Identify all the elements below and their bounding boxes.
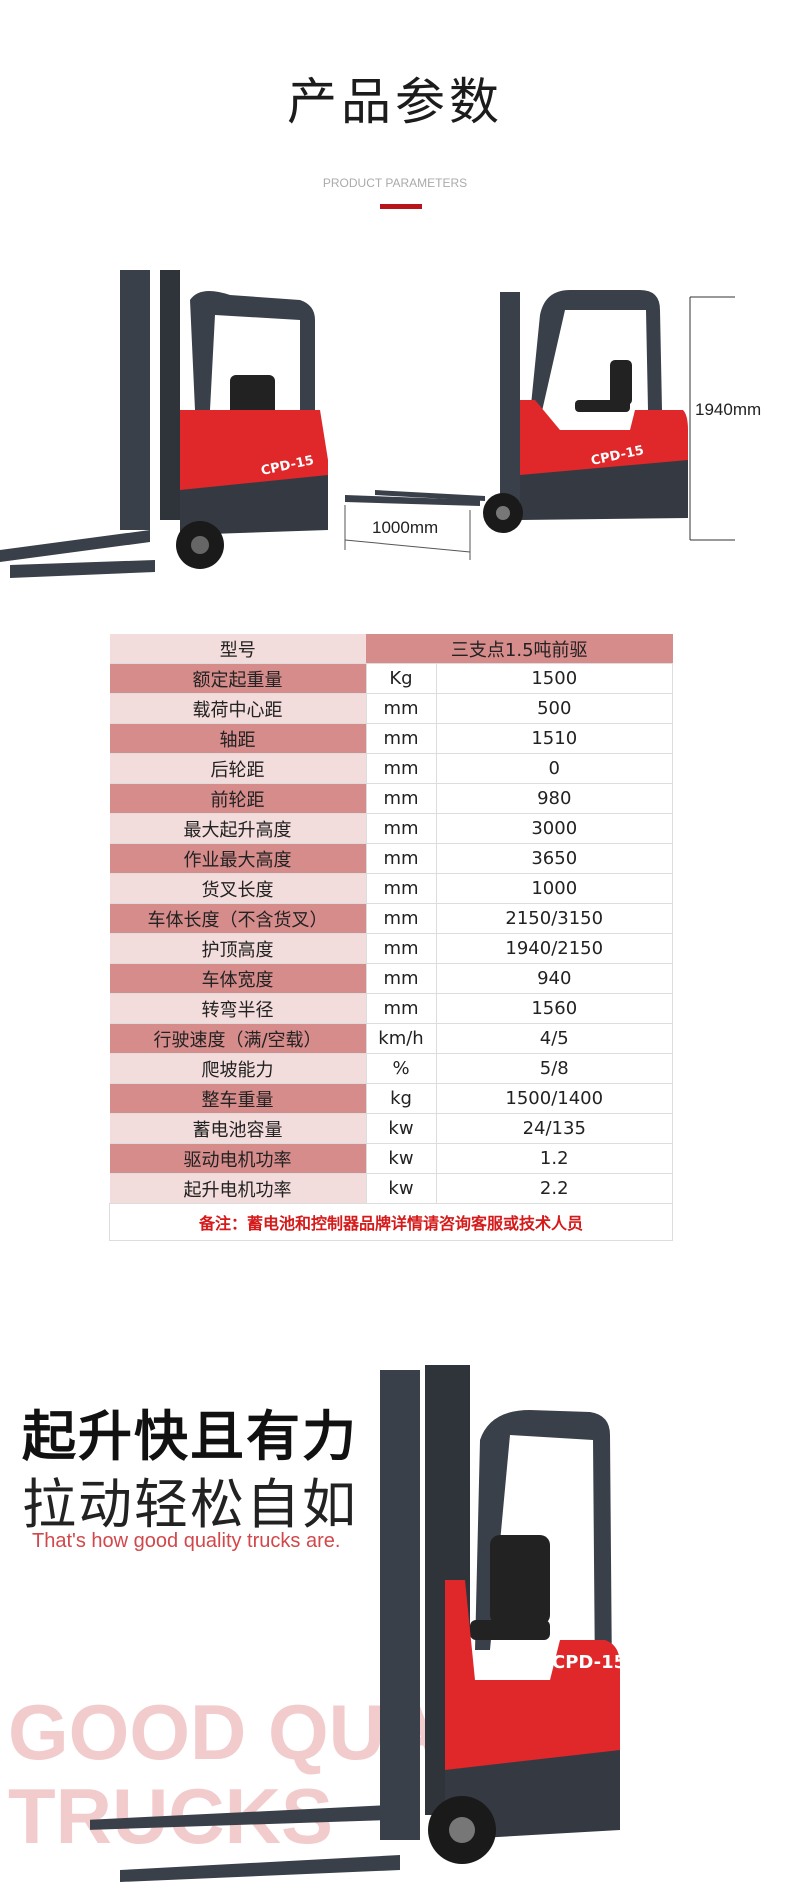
spec-unit: % — [365, 1053, 436, 1084]
page-subtitle: PRODUCT PARAMETERS — [322, 176, 468, 190]
spec-value: 3650 — [435, 843, 673, 874]
spec-unit: mm — [365, 843, 436, 874]
spec-value: 1500/1400 — [435, 1083, 673, 1114]
spec-label: 转弯半径 — [109, 993, 366, 1024]
spec-label: 整车重量 — [109, 1083, 366, 1114]
spec-value: 1.2 — [435, 1143, 673, 1174]
height-dimension: 1940mm — [695, 400, 762, 419]
forklift-side-view: CPD-15 — [344, 290, 735, 560]
spec-row: 车体宽度 mm 940 — [109, 963, 673, 994]
spec-unit: mm — [365, 693, 436, 724]
spec-unit: kg — [365, 1083, 436, 1114]
forklift-hero-image: CPD-15 — [90, 1365, 626, 1882]
spec-header-row: 型号 三支点1.5吨前驱 — [109, 634, 673, 664]
spec-table: 型号 三支点1.5吨前驱 额定起重量 Kg 1500 载荷中心距 mm 500 轴距 mm 15… — [109, 634, 673, 1241]
spec-value: 1940/2150 — [435, 933, 673, 964]
spec-label: 货叉长度 — [109, 873, 366, 904]
spec-unit: kw — [365, 1113, 436, 1144]
fork-length-dimension: 1000mm — [372, 518, 439, 537]
spec-label: 载荷中心距 — [109, 693, 366, 724]
spec-note-row: 备注：蓄电池和控制器品牌详情请咨询客服或技术人员 — [109, 1203, 673, 1241]
spec-label: 护顶高度 — [109, 933, 366, 964]
spec-row: 后轮距 mm 0 — [109, 753, 673, 784]
forklift-product-images: CPD-15 CPD-15 — [0, 270, 735, 578]
spec-header-label: 型号 — [109, 634, 366, 664]
spec-unit: kw — [365, 1173, 436, 1204]
promo-headline: 起升快且有力 — [22, 1405, 358, 1468]
spec-row: 最大起升高度 mm 3000 — [109, 813, 673, 844]
spec-label: 前轮距 — [109, 783, 366, 814]
spec-row: 转弯半径 mm 1560 — [109, 993, 673, 1024]
spec-label: 驱动电机功率 — [109, 1143, 366, 1174]
spec-value: 1510 — [435, 723, 673, 754]
spec-unit: mm — [365, 993, 436, 1024]
spec-value: 1000 — [435, 873, 673, 904]
spec-unit: Kg — [365, 663, 436, 694]
spec-row: 作业最大高度 mm 3650 — [109, 843, 673, 874]
spec-label: 蓄电池容量 — [109, 1113, 366, 1144]
spec-row: 轴距 mm 1510 — [109, 723, 673, 754]
spec-label: 后轮距 — [109, 753, 366, 784]
spec-header-value: 三支点1.5吨前驱 — [366, 634, 673, 664]
spec-row: 蓄电池容量 kw 24/135 — [109, 1113, 673, 1144]
spec-label: 车体宽度 — [109, 963, 366, 994]
spec-value: 3000 — [435, 813, 673, 844]
spec-row: 爬坡能力% 5/8 — [109, 1053, 673, 1084]
spec-value: 1560 — [435, 993, 673, 1024]
spec-unit: mm — [365, 723, 436, 754]
page-title: 产品参数 — [287, 73, 503, 131]
spec-label: 额定起重量 — [109, 663, 366, 694]
spec-row: 车体长度（不含货叉） mm 2150/3150 — [109, 903, 673, 934]
promo-subheadline: 拉动轻松自如 — [22, 1473, 358, 1536]
model-label-hero: CPD-15 — [552, 1652, 626, 1673]
spec-value: 500 — [435, 693, 673, 724]
spec-unit: mm — [365, 873, 436, 904]
spec-label: 行驶速度（满/空载） — [109, 1023, 366, 1054]
spec-value: 5/8 — [435, 1053, 673, 1084]
spec-unit: mm — [365, 813, 436, 844]
spec-row: 前轮距 mm 980 — [109, 783, 673, 814]
spec-unit: mm — [365, 753, 436, 784]
spec-label: 爬坡能力 — [109, 1053, 366, 1084]
spec-value: 4/5 — [435, 1023, 673, 1054]
spec-unit: mm — [365, 963, 436, 994]
forklift-front-view: CPD-15 — [0, 270, 328, 578]
title-divider — [380, 204, 422, 209]
spec-note: 备注：蓄电池和控制器品牌详情请咨询客服或技术人员 — [109, 1203, 673, 1241]
spec-value: 2150/3150 — [435, 903, 673, 934]
spec-label: 车体长度（不含货叉） — [109, 903, 366, 934]
promo-tagline: That's how good quality trucks are. — [32, 1530, 341, 1552]
spec-row: 驱动电机功率 kw 1.2 — [109, 1143, 673, 1174]
spec-label: 作业最大高度 — [109, 843, 366, 874]
spec-value: 980 — [435, 783, 673, 814]
spec-row: 护顶高度 mm 1940/2150 — [109, 933, 673, 964]
spec-label: 最大起升高度 — [109, 813, 366, 844]
spec-unit: mm — [365, 903, 436, 934]
spec-value: 1500 — [435, 663, 673, 694]
spec-label: 轴距 — [109, 723, 366, 754]
spec-row: 货叉长度 mm 1000 — [109, 873, 673, 904]
spec-unit: kw — [365, 1143, 436, 1174]
spec-value: 24/135 — [435, 1113, 673, 1144]
spec-row: 载荷中心距 mm 500 — [109, 693, 673, 724]
spec-unit: mm — [365, 783, 436, 814]
spec-row: 行驶速度（满/空载） km/h 4/5 — [109, 1023, 673, 1054]
spec-label: 起升电机功率 — [109, 1173, 366, 1204]
spec-row: 额定起重量 Kg 1500 — [109, 663, 673, 694]
spec-row: 整车重量 kg 1500/1400 — [109, 1083, 673, 1114]
spec-value: 2.2 — [435, 1173, 673, 1204]
spec-unit: mm — [365, 933, 436, 964]
spec-unit: km/h — [365, 1023, 436, 1054]
spec-row: 起升电机功率 kw 2.2 — [109, 1173, 673, 1204]
spec-value: 0 — [435, 753, 673, 784]
spec-value: 940 — [435, 963, 673, 994]
